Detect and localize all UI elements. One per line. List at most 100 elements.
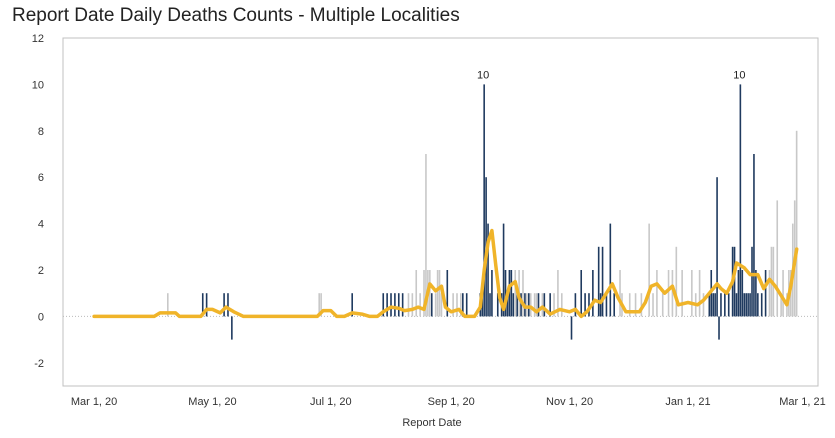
dark-bar [613,293,616,317]
dark-bar [430,293,433,317]
x-tick-label: Jul 1, 20 [310,396,352,408]
light-bar [167,293,169,317]
light-bar [514,270,517,317]
dark-bar [504,270,507,317]
y-axis: -2 0 2 4 6 8 10 12 [32,33,44,370]
light-bar [440,293,443,317]
light-bar [419,293,421,317]
light-bar [535,293,538,317]
dark-bar [506,293,509,317]
x-tick-label: Mar 1, 20 [71,396,117,408]
dark-bar [574,293,577,317]
dark-bar [718,316,720,340]
light-bar [661,293,664,317]
dark-bar [537,293,540,317]
dark-bar [227,293,229,317]
light-bar [691,270,693,317]
light-bar [533,293,536,317]
light-bar [429,270,431,317]
dark-bar [390,293,392,317]
dark-bar [584,293,586,317]
light-bar [667,270,670,317]
light-bar [795,130,798,317]
x-tick-label: Mar 1, 21 [779,396,825,408]
dark-bar [528,293,530,317]
light-bar [634,293,637,317]
light-bar [702,293,705,317]
dark-bar [735,293,738,317]
light-bar [698,270,701,317]
dark-bar [489,293,491,317]
x-tick-label: Sep 1, 20 [428,396,475,408]
light-bar [541,293,544,317]
light-bar [656,270,658,317]
y-tick-label: 4 [38,219,44,231]
dark-bar [394,293,396,317]
dark-bar [753,154,755,317]
dark-bar [739,84,742,317]
light-bar [456,293,458,317]
dark-bar [747,293,749,317]
light-bar [619,270,621,317]
light-bar [782,270,784,317]
dark-bar [724,293,726,317]
light-bar [780,293,782,317]
dark-bar [727,293,730,317]
dark-bar [401,293,404,317]
dark-bar [716,177,718,317]
light-bar [320,293,322,317]
light-bar [561,293,563,317]
x-axis: Mar 1, 20 May 1, 20 Jul 1, 20 Sep 1, 20 Nov … [71,396,826,408]
dark-bar [510,270,513,317]
chart-title: Report Date Daily Deaths Counts - Multip… [12,5,460,26]
dark-bar [201,293,204,317]
light-bar [425,154,427,317]
dark-bar [745,293,747,317]
dark-bar [712,293,714,317]
dark-bar [588,293,590,317]
dark-bar [708,293,711,317]
dark-bar [512,293,515,317]
dark-bar [502,223,505,317]
plot-frame [62,37,819,387]
light-bar [671,270,674,317]
dark-bar [386,293,388,317]
dark-bar [601,246,604,317]
data-label: 10 [733,69,745,81]
y-tick-label: -2 [34,358,44,370]
dark-bar [205,293,208,317]
data-label: 10 [477,69,489,81]
light-bar [452,293,454,317]
dark-bar [483,84,485,317]
dark-bar [751,246,753,317]
y-tick-label: 6 [38,172,44,184]
dark-bar [720,293,722,317]
dark-bar [549,293,551,317]
light-bar [628,293,631,317]
light-bar [423,270,425,317]
dark-bar [760,293,763,317]
dark-bar [382,293,385,317]
dark-bar [351,293,353,317]
dark-bar [597,246,600,317]
light-bar [648,223,650,317]
dark-bar [231,316,233,340]
light-bar [434,293,437,317]
dark-bar [543,293,546,317]
dark-bar [743,293,746,317]
y-tick-label: 10 [32,79,44,91]
dark-bar [592,270,594,317]
light-bar [522,270,524,317]
x-tick-label: Nov 1, 20 [546,396,593,408]
dark-bar [496,293,499,317]
light-bar [652,293,654,317]
dark-bar [599,293,602,317]
light-bar [776,200,779,317]
dark-bar [580,270,583,317]
dark-bar [223,293,225,317]
light-bar [411,293,414,317]
dark-bar [520,293,522,317]
light-bar [640,293,643,317]
x-tick-label: May 1, 20 [188,396,236,408]
